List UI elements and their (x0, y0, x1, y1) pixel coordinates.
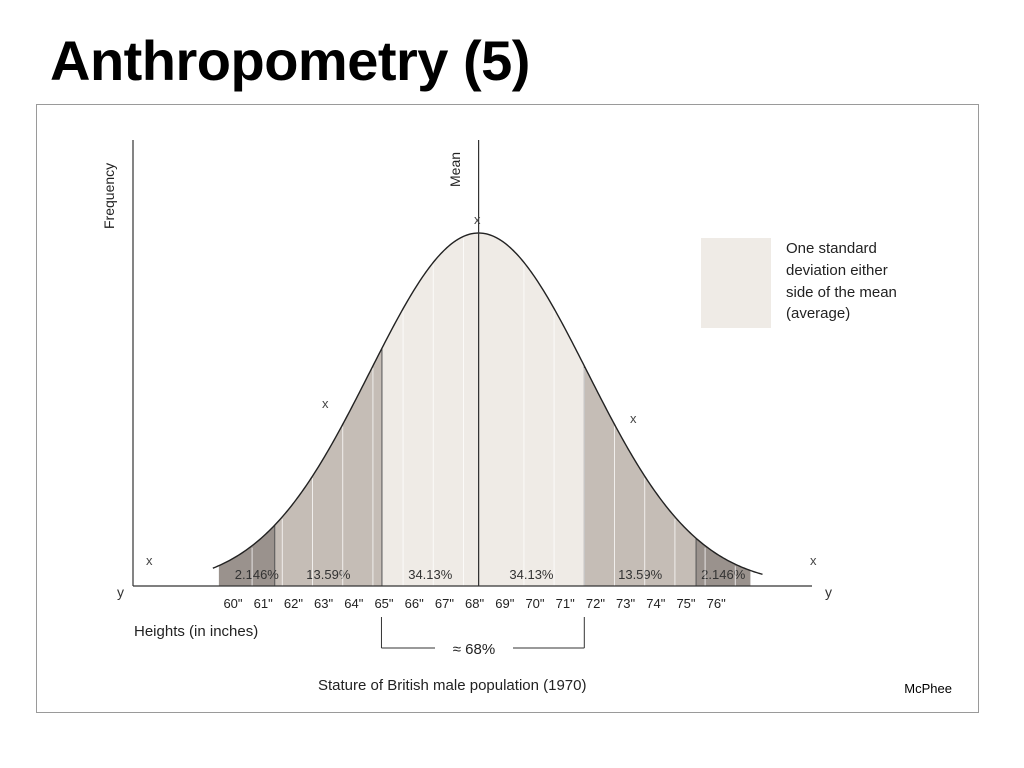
legend-line: (average) (786, 305, 850, 322)
y-axis-label: Frequency (101, 163, 117, 229)
band-percentage-label: 13.59% (306, 567, 351, 582)
legend-line: side of the mean (786, 284, 897, 301)
axis-end-label: y (825, 584, 832, 600)
range-bracket-label: ≈ 68% (453, 641, 495, 658)
x-tick-label: 65" (374, 596, 393, 611)
curve-marker: x (474, 212, 481, 227)
curve-marker: x (322, 396, 329, 411)
band-percentage-label: 13.59% (618, 567, 663, 582)
x-tick-label: 76" (707, 596, 726, 611)
gridlines-layer (251, 238, 736, 586)
axes-layer (132, 140, 812, 587)
legend-swatch (701, 238, 771, 328)
x-tick-label: 69" (495, 596, 514, 611)
slide-title: Anthropometry (5) (50, 29, 530, 92)
credit-label: McPhee (904, 681, 952, 696)
legend: One standard deviation either side of th… (701, 238, 897, 328)
axis-end-label: y (117, 584, 124, 600)
x-tick-label: 75" (676, 596, 695, 611)
curve-marker: x (146, 553, 153, 568)
chart-title: Stature of British male population (1970… (318, 677, 586, 694)
labels-layer: y y x x x x x 60" 61" 62" 63" 64" 65" 66" 67" 68" 69" 70"… (117, 212, 832, 649)
legend-line: deviation either (786, 262, 888, 279)
mean-label: Mean (447, 152, 463, 187)
distribution-band (274, 348, 382, 586)
x-axis-label: Heights (in inches) (134, 623, 258, 640)
bands-layer: 2.146% 13.59% 34.13% 34.13% 13.59% 2.146% (218, 233, 751, 586)
normal-distribution-chart: 2.146% 13.59% 34.13% 34.13% 13.59% 2.146% y y x… (101, 140, 897, 694)
x-tick-label: 63" (314, 596, 333, 611)
band-percentage-label: 34.13% (509, 567, 554, 582)
distribution-band (696, 538, 751, 586)
legend-line: One standard (786, 240, 877, 257)
x-tick-label: 71" (556, 596, 575, 611)
distribution-band (478, 233, 585, 586)
x-tick-label: 60" (223, 596, 242, 611)
figure-frame: 2.146% 13.59% 34.13% 34.13% 13.59% 2.146% y y x… (36, 104, 979, 713)
x-tick-label: 61" (254, 596, 273, 611)
normal-curve (212, 232, 763, 575)
band-percentage-label: 2.146% (235, 567, 280, 582)
x-tick-label: 62" (284, 596, 303, 611)
curve-marker: x (810, 553, 817, 568)
curve-marker: x (630, 411, 637, 426)
x-tick-label: 74" (646, 596, 665, 611)
distribution-band (218, 525, 275, 586)
x-tick-label: 72" (586, 596, 605, 611)
x-tick-label: 67" (435, 596, 454, 611)
x-tick-label: 73" (616, 596, 635, 611)
band-percentage-label: 2.146% (701, 567, 746, 582)
band-percentage-label: 34.13% (408, 567, 453, 582)
x-tick-label: 64" (344, 596, 363, 611)
x-tick-label: 66" (405, 596, 424, 611)
x-tick-label: 70" (525, 596, 544, 611)
x-tick-label: 68" (465, 596, 484, 611)
distribution-band (381, 233, 479, 586)
